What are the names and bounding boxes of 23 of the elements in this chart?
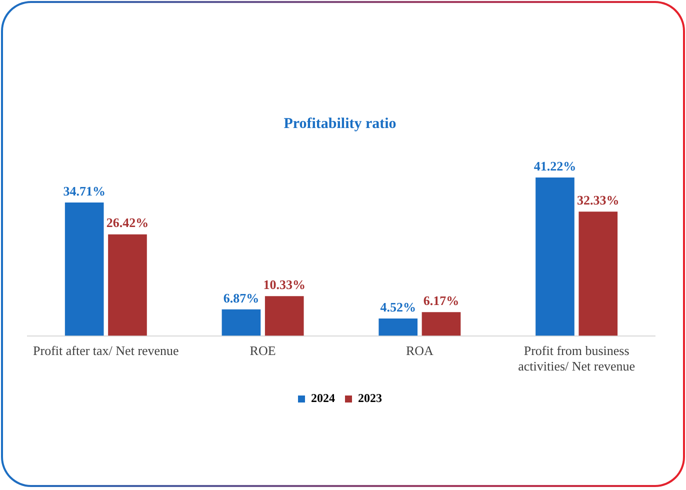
bar <box>422 312 461 336</box>
chart-title: Profitability ratio <box>284 116 396 132</box>
data-label: 6.17% <box>423 292 460 308</box>
bar <box>378 318 418 336</box>
data-label: 6.87% <box>223 290 260 306</box>
bar <box>108 234 147 336</box>
legend-label: 2023 <box>358 391 382 406</box>
data-label: 10.33% <box>263 276 306 292</box>
data-label: 26.42% <box>106 215 149 230</box>
x-tick-label: ROA <box>406 343 434 358</box>
x-tick-label: ROE <box>250 343 276 358</box>
x-tick-label: Profit after tax/ Net revenue <box>33 343 180 358</box>
bar <box>264 296 304 336</box>
legend-label: 2024 <box>311 391 335 406</box>
data-label: 32.33% <box>577 192 620 208</box>
x-tick-label: Profit from business activities/ Net revenue <box>518 343 636 374</box>
bar <box>222 309 261 336</box>
data-label: 4.52% <box>380 299 416 314</box>
bar <box>578 212 618 336</box>
bar <box>64 202 104 336</box>
data-label: 41.22% <box>534 158 576 174</box>
bar <box>536 178 574 336</box>
data-label: 34.71% <box>63 183 106 198</box>
